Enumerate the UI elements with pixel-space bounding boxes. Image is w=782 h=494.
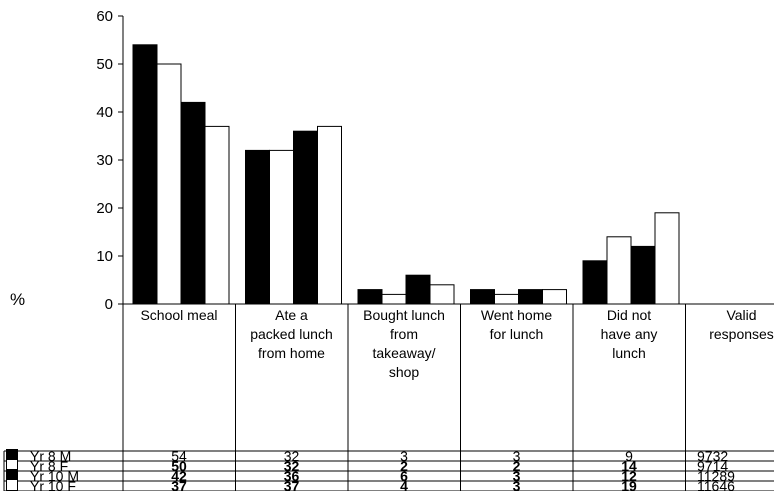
bar: [655, 213, 679, 304]
y-tick-label: 60: [96, 8, 113, 25]
category-label-line: from home: [236, 344, 348, 363]
y-tick-label: 30: [96, 152, 113, 169]
bar: [519, 290, 543, 304]
y-tick-label: 10: [96, 248, 113, 265]
valid-responses-cell: 11646: [697, 478, 735, 494]
bar: [294, 131, 318, 304]
y-axis: 60 50 40 30 20 10 0: [96, 8, 123, 313]
category-label-line: Ate a: [236, 306, 348, 325]
bar: [157, 64, 181, 304]
table-cell: 19: [573, 478, 685, 494]
legend-label: Yr 10 F: [30, 478, 76, 494]
category-label-line: shop: [348, 363, 460, 382]
bar: [495, 294, 519, 304]
bar: [382, 294, 406, 304]
bar: [631, 246, 655, 304]
bar: [583, 261, 607, 304]
table-cell: 4: [348, 478, 460, 494]
category-label-line: takeaway/: [348, 344, 460, 363]
category-label: School meal: [123, 306, 235, 325]
bar: [270, 150, 294, 304]
category-label-line: Went home: [461, 306, 573, 325]
bar: [607, 237, 631, 304]
bar: [318, 126, 342, 304]
category-label-line: Valid: [686, 306, 782, 325]
y-tick-label: 20: [96, 200, 113, 217]
y-tick-label: 0: [105, 296, 113, 313]
category-label-line: packed lunch: [236, 325, 348, 344]
y-axis-label: %: [10, 290, 25, 310]
table-cell: 3: [461, 478, 573, 494]
category-label-line: for lunch: [461, 325, 573, 344]
bar: [181, 102, 205, 304]
bar: [543, 290, 567, 304]
bar: [358, 290, 382, 304]
bars: [133, 45, 679, 304]
y-tick-label: 50: [96, 56, 113, 73]
y-tick-label: 40: [96, 104, 113, 121]
category-label-line: responses: [686, 325, 782, 344]
category-label-line: from: [348, 325, 460, 344]
legend-swatch: [6, 479, 18, 491]
category-label-line: Did not: [573, 306, 685, 325]
table-cell: 37: [236, 478, 348, 494]
bar: [406, 275, 430, 304]
category-label-line: lunch: [573, 344, 685, 363]
bar: [205, 126, 229, 304]
category-label-line: have any: [573, 325, 685, 344]
table-cell: 37: [123, 478, 235, 494]
bar: [430, 285, 454, 304]
bar: [133, 45, 157, 304]
bar: [471, 290, 495, 304]
bar: [246, 150, 270, 304]
category-label-line: Bought lunch: [348, 306, 460, 325]
category-label-line: School meal: [123, 306, 235, 325]
